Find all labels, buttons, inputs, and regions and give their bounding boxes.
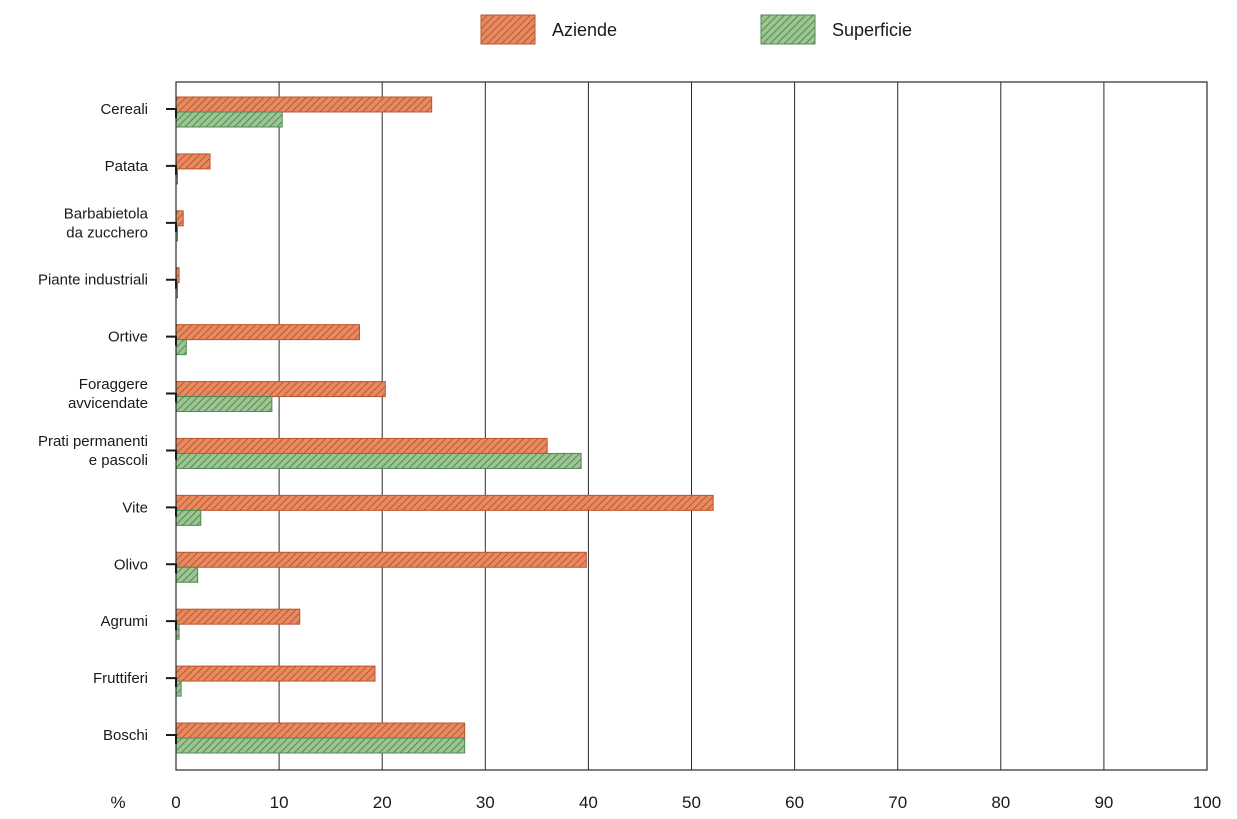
bars bbox=[175, 96, 714, 754]
category-tick bbox=[166, 620, 177, 631]
x-tick-label: 30 bbox=[476, 793, 495, 812]
category-labels: Cereali Patata Barbabietola da zucchero Pian… bbox=[38, 101, 149, 744]
category-label: Agrumi bbox=[100, 613, 148, 630]
x-axis-unit-label: % bbox=[110, 793, 125, 812]
category-label: Boschi bbox=[103, 727, 148, 744]
x-tick-labels: 0 10 20 30 40 50 60 70 80 90 100 bbox=[171, 793, 1221, 812]
bar-superficie bbox=[175, 509, 202, 526]
bar-superficie bbox=[175, 737, 466, 754]
x-tick-label: 60 bbox=[785, 793, 804, 812]
x-tick-label: 90 bbox=[1094, 793, 1113, 812]
category-tick bbox=[166, 563, 177, 574]
category-label: Barbabietola da zucchero bbox=[64, 205, 149, 241]
x-tick-label: 10 bbox=[270, 793, 289, 812]
bar-superficie bbox=[175, 396, 273, 413]
category-label: Piante industriali bbox=[38, 272, 148, 289]
bar-aziende bbox=[175, 608, 301, 625]
bar-aziende bbox=[175, 153, 211, 170]
category-tick bbox=[166, 392, 177, 403]
x-tick-label: 40 bbox=[579, 793, 598, 812]
category-ticks bbox=[166, 108, 177, 744]
category-label: Cereali bbox=[100, 101, 148, 118]
category-tick bbox=[166, 677, 177, 688]
gridlines bbox=[278, 82, 1105, 770]
bar-aziende bbox=[175, 381, 386, 398]
x-tick-label: 100 bbox=[1193, 793, 1221, 812]
bar-aziende bbox=[175, 665, 376, 682]
category-tick bbox=[166, 449, 177, 460]
plot-frame bbox=[175, 81, 1208, 771]
x-tick-label: 20 bbox=[373, 793, 392, 812]
bar-superficie bbox=[175, 566, 199, 583]
legend-label-aziende: Aziende bbox=[552, 20, 617, 40]
category-tick bbox=[166, 278, 177, 289]
bar-aziende bbox=[175, 494, 714, 511]
category-label: Prati permanenti e pascoli bbox=[38, 433, 148, 469]
category-label: Ortive bbox=[108, 329, 148, 346]
legend-swatch-aziende bbox=[480, 14, 536, 45]
category-label: Fruttiferi bbox=[93, 670, 148, 687]
x-tick-label: 0 bbox=[171, 793, 180, 812]
bar-aziende bbox=[175, 324, 361, 341]
bar-aziende bbox=[175, 437, 548, 454]
bar-aziende bbox=[175, 96, 433, 113]
legend-swatch-superficie bbox=[760, 14, 816, 45]
category-tick bbox=[166, 506, 177, 517]
category-label: Olivo bbox=[114, 556, 148, 573]
x-tick-label: 50 bbox=[682, 793, 701, 812]
bar-aziende bbox=[175, 210, 184, 227]
category-tick bbox=[166, 734, 177, 744]
category-tick bbox=[166, 164, 177, 175]
legend-label-superficie: Superficie bbox=[832, 20, 912, 40]
bar-aziende bbox=[175, 722, 466, 739]
bar-aziende bbox=[175, 551, 587, 568]
category-tick bbox=[166, 108, 177, 118]
x-tick-label: 70 bbox=[888, 793, 907, 812]
category-label: Foraggere avvicendate bbox=[68, 376, 148, 412]
legend: Aziende Superficie bbox=[480, 14, 912, 45]
category-label: Patata bbox=[105, 158, 149, 175]
x-tick-label: 80 bbox=[991, 793, 1010, 812]
bar-superficie bbox=[175, 111, 283, 128]
category-label: Vite bbox=[122, 499, 148, 516]
category-tick bbox=[166, 221, 177, 232]
bar-superficie bbox=[175, 339, 187, 356]
category-tick bbox=[166, 335, 177, 346]
bar-superficie bbox=[175, 452, 582, 469]
